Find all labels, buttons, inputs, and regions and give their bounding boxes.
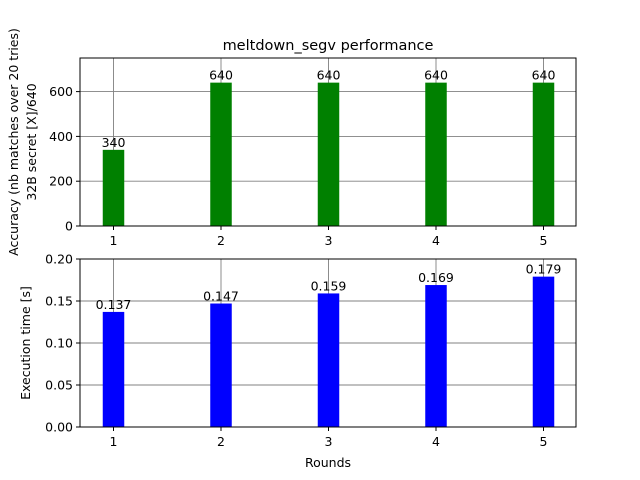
bar (317, 293, 340, 427)
x-tick-label: 2 (217, 434, 225, 449)
y-tick-label: 0.20 (45, 252, 73, 267)
bar (102, 149, 125, 226)
x-tick-label: 1 (110, 434, 118, 449)
x-tick-label: 4 (432, 434, 440, 449)
y-tick-label: 600 (49, 84, 73, 99)
x-tick-label: 5 (540, 434, 548, 449)
y-tick-label: 0.00 (45, 420, 73, 435)
accuracy-subplot: 340 640 640 640 640 1 2 3 4 5 0 200 400 600 Accuracy (… (6, 28, 577, 256)
x-tick-label: 1 (110, 233, 118, 248)
data-label: 0.169 (418, 270, 454, 285)
chart-title: meltdown_segv performance (223, 38, 434, 54)
bar (532, 276, 555, 427)
data-label: 0.147 (203, 289, 239, 304)
y-axis-label: Execution time [s] (18, 286, 33, 400)
y-tick-label: 0.10 (45, 336, 73, 351)
y-tick-label: 0 (65, 219, 73, 234)
x-tick-label: 5 (540, 233, 548, 248)
y-tick-label: 400 (49, 129, 73, 144)
y-axis-label: Accuracy (nb matches over 20 tries) (6, 28, 21, 256)
data-label: 640 (424, 68, 448, 83)
y-tick-label: 0.15 (45, 294, 73, 309)
bar (210, 303, 232, 427)
bar (532, 82, 555, 226)
data-label: 0.159 (311, 278, 347, 293)
y-tick-label: 0.05 (45, 378, 73, 393)
data-label: 640 (317, 68, 341, 83)
data-label: 340 (102, 135, 126, 150)
bar (210, 82, 232, 226)
y-axis-label: 32B secret [X]/640 (24, 83, 39, 200)
x-axis-label: Rounds (305, 455, 351, 470)
x-tick-label: 3 (325, 233, 333, 248)
data-label: 0.179 (526, 262, 562, 277)
bar (102, 311, 125, 427)
bar (425, 285, 447, 427)
bar (425, 82, 447, 226)
x-tick-label: 3 (325, 434, 333, 449)
y-tick-label: 200 (49, 174, 73, 189)
x-tick-label: 4 (432, 233, 440, 248)
data-label: 0.137 (96, 297, 132, 312)
execution-time-subplot: 0.137 0.147 0.159 0.169 0.179 1 2 3 4 5 0.00 0.05 0.… (18, 252, 577, 449)
data-label: 640 (532, 68, 556, 83)
x-tick-label: 2 (217, 233, 225, 248)
data-label: 640 (209, 68, 233, 83)
bar (317, 82, 340, 226)
